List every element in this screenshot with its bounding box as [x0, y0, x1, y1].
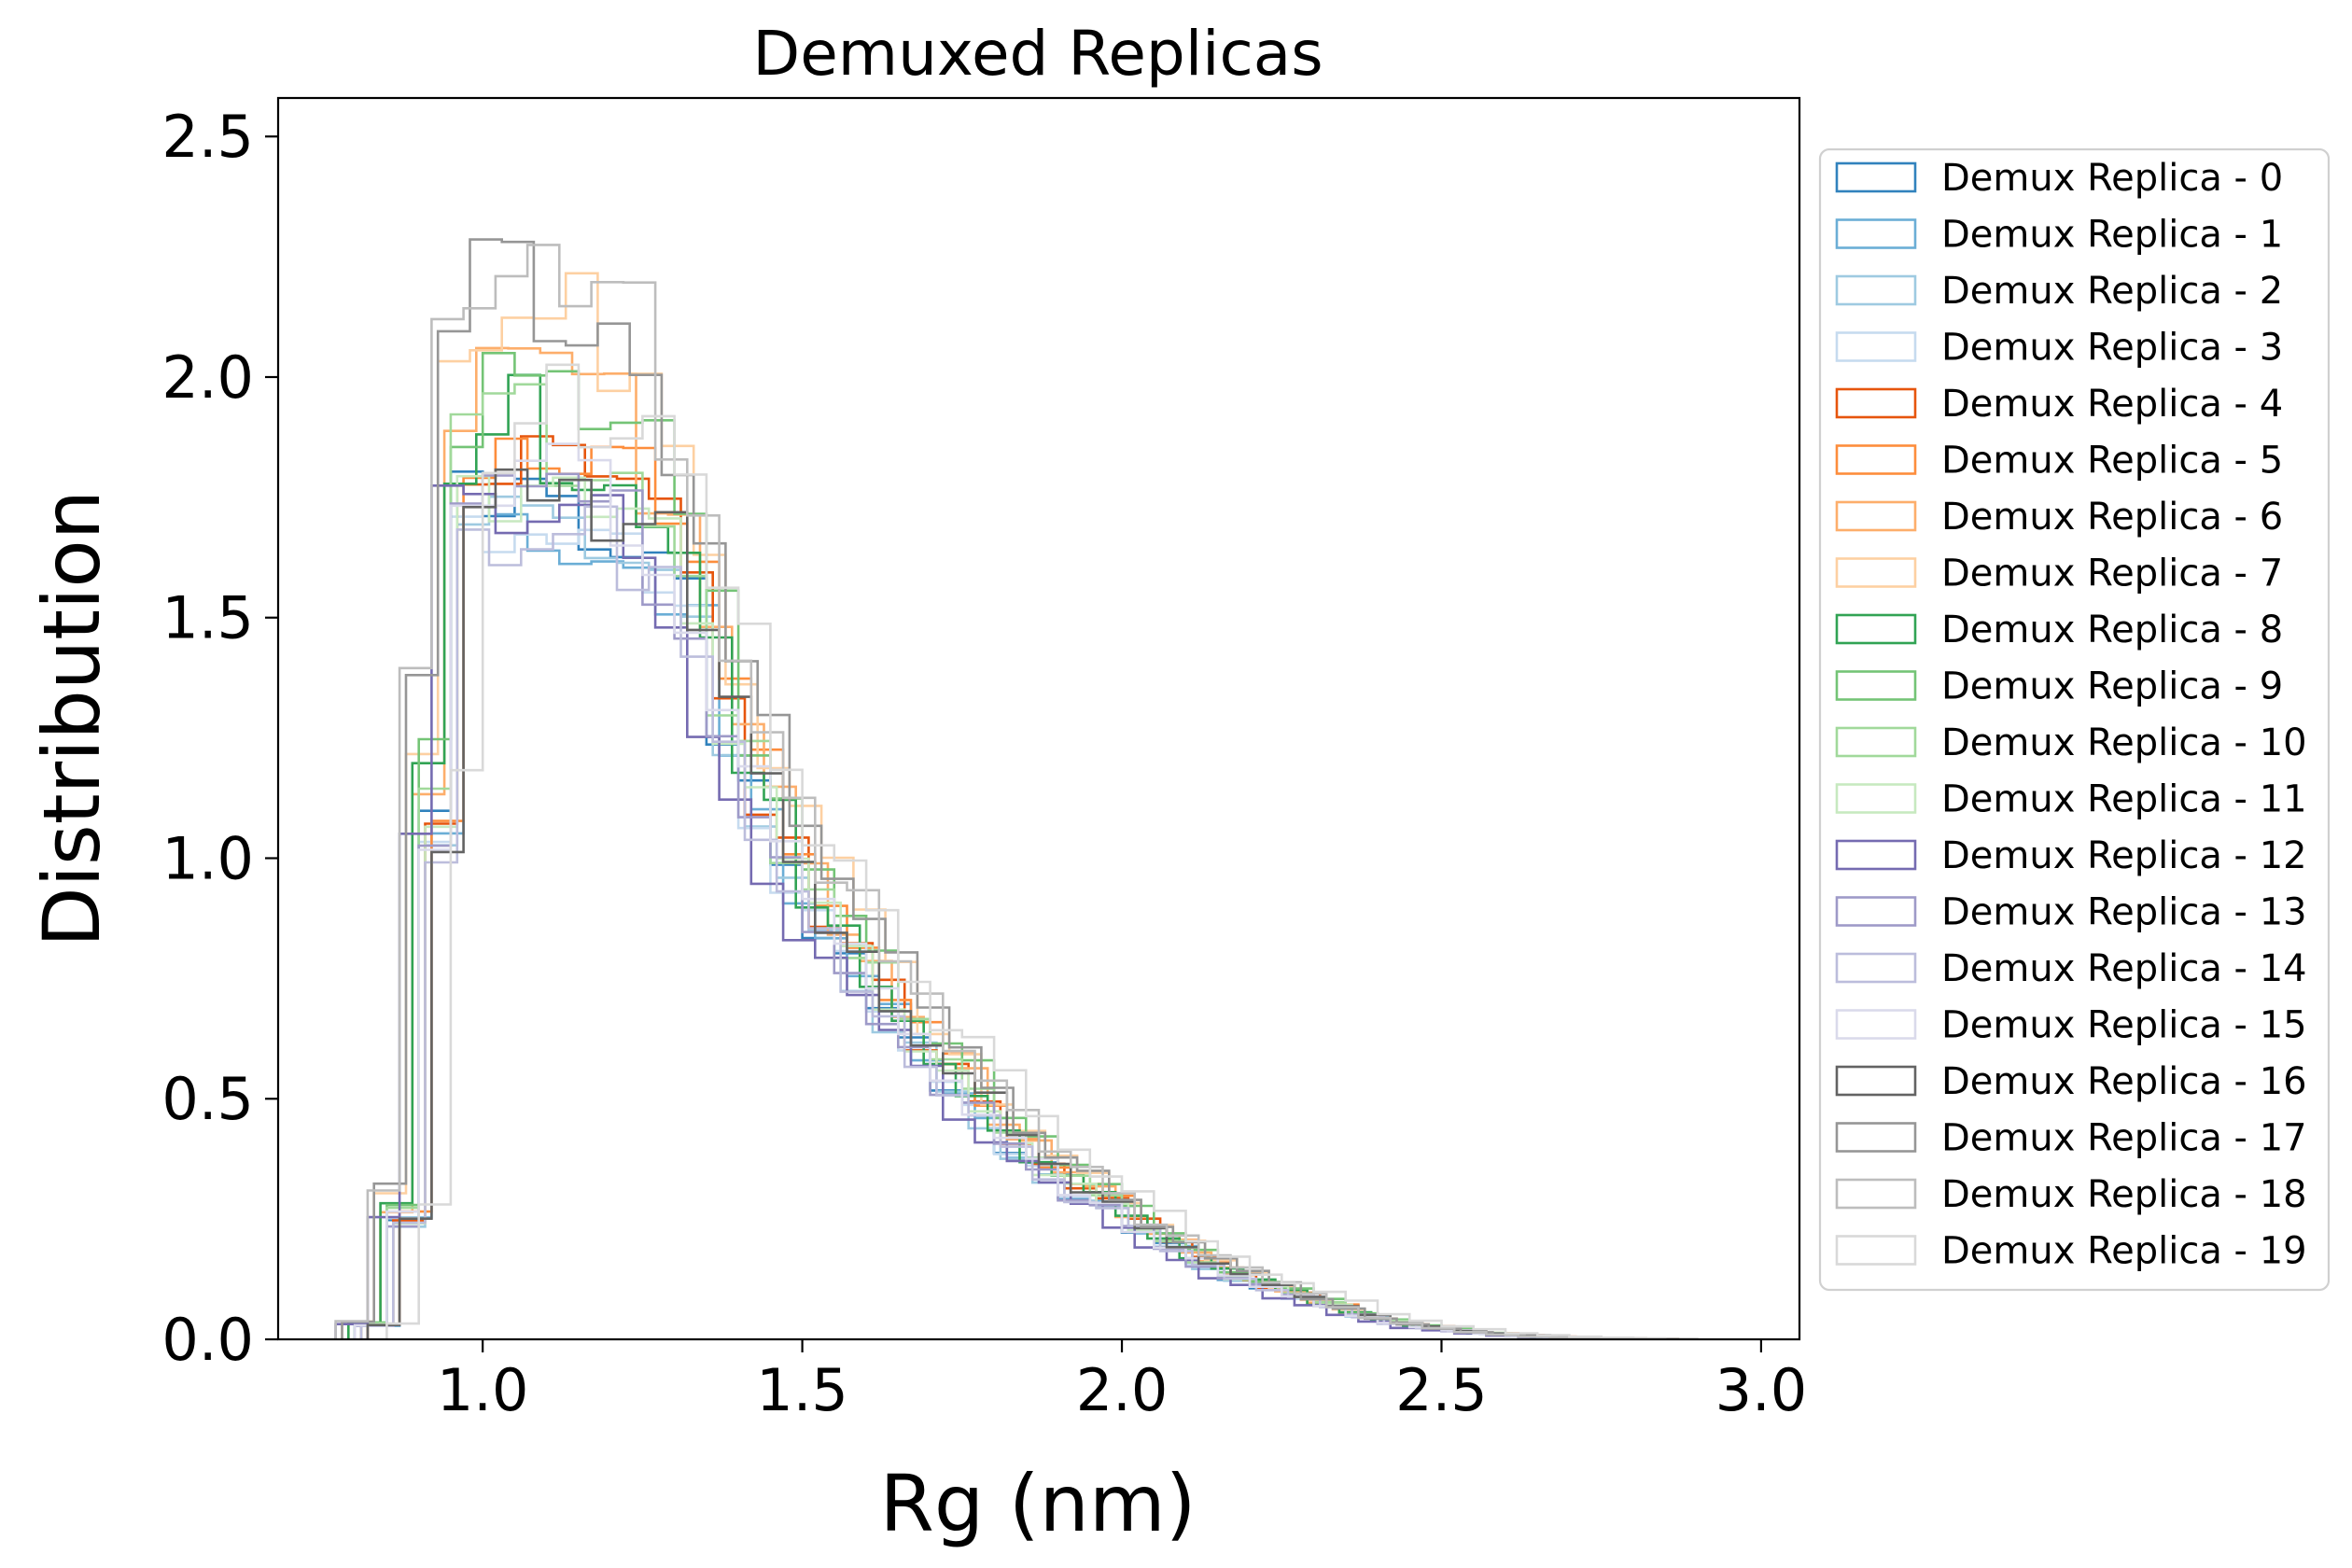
legend-label: Demux Replica - 5	[1941, 440, 2283, 483]
histogram-series-layer	[334, 238, 1699, 1340]
legend-frame	[1818, 147, 2331, 1292]
legend-label: Demux Replica - 16	[1941, 1060, 2307, 1103]
y-tick-label: 2.0	[161, 343, 254, 412]
legend-swatch	[1835, 952, 1917, 984]
legend: Demux Replica - 0 Demux Replica - 1 Demux …	[1818, 147, 2331, 1292]
legend-swatch	[1835, 1178, 1917, 1210]
y-tick-label: 2.5	[161, 103, 254, 171]
legend-label: Demux Replica - 7	[1941, 553, 2283, 595]
y-axis: 0.0 0.5 1.0 1.5 2.0 2.5	[161, 103, 278, 1374]
legend-swatch	[1835, 1122, 1917, 1153]
histogram-series-15	[353, 442, 1667, 1340]
legend-swatch	[1835, 726, 1917, 758]
legend-swatch	[1835, 444, 1917, 475]
legend-swatch	[1835, 500, 1917, 532]
y-tick-label: 1.5	[161, 584, 254, 652]
histogram-series-19	[385, 363, 1699, 1340]
legend-label: Demux Replica - 12	[1941, 834, 2307, 877]
legend-swatch	[1835, 1009, 1917, 1040]
legend-swatch	[1835, 1065, 1917, 1097]
chart-title: Demuxed Replicas	[752, 18, 1323, 90]
y-tick-label: 1.0	[161, 824, 254, 892]
legend-label: Demux Replica - 2	[1941, 270, 2283, 313]
legend-swatch	[1835, 839, 1917, 871]
legend-label: Demux Replica - 13	[1941, 891, 2307, 934]
legend-label: Demux Replica - 15	[1941, 1004, 2307, 1047]
legend-label: Demux Replica - 11	[1941, 778, 2307, 821]
legend-swatch	[1835, 274, 1917, 306]
legend-label: Demux Replica - 18	[1941, 1173, 2307, 1216]
y-axis-label: Distribution	[26, 490, 118, 947]
legend-entries: Demux Replica - 0 Demux Replica - 1 Demux …	[1835, 157, 2307, 1273]
legend-label: Demux Replica - 10	[1941, 721, 2307, 764]
legend-label: Demux Replica - 8	[1941, 609, 2283, 651]
legend-swatch	[1835, 161, 1917, 193]
x-tick-label: 1.5	[756, 1356, 848, 1424]
legend-label: Demux Replica - 6	[1941, 496, 2283, 539]
legend-label: Demux Replica - 14	[1941, 947, 2307, 990]
x-axis: 1.0 1.5 2.0 2.5 3.0	[437, 1339, 1807, 1424]
legend-swatch	[1835, 783, 1917, 814]
legend-label: Demux Replica - 19	[1941, 1230, 2307, 1273]
histogram-series-18	[334, 244, 1647, 1340]
x-axis-label: Rg (nm)	[880, 1458, 1197, 1549]
legend-swatch	[1835, 613, 1917, 645]
y-tick-label: 0.5	[161, 1065, 254, 1133]
legend-swatch	[1835, 896, 1917, 927]
histogram-series-12	[334, 484, 1647, 1340]
x-tick-label: 1.0	[437, 1356, 529, 1424]
legend-label: Demux Replica - 17	[1941, 1117, 2307, 1160]
legend-swatch	[1835, 1235, 1917, 1266]
x-tick-label: 2.5	[1395, 1356, 1488, 1424]
x-tick-label: 2.0	[1076, 1356, 1169, 1424]
legend-label: Demux Replica - 9	[1941, 665, 2283, 708]
legend-label: Demux Replica - 1	[1941, 214, 2283, 257]
x-tick-label: 3.0	[1715, 1356, 1808, 1424]
legend-label: Demux Replica - 0	[1941, 157, 2283, 200]
legend-swatch	[1835, 670, 1917, 701]
legend-swatch	[1835, 557, 1917, 588]
plot-frame	[276, 96, 1801, 1341]
legend-swatch	[1835, 331, 1917, 362]
legend-swatch	[1835, 218, 1917, 249]
legend-swatch	[1835, 387, 1917, 419]
legend-label: Demux Replica - 3	[1941, 327, 2283, 370]
legend-label: Demux Replica - 4	[1941, 383, 2283, 426]
y-tick-label: 0.0	[161, 1306, 254, 1374]
